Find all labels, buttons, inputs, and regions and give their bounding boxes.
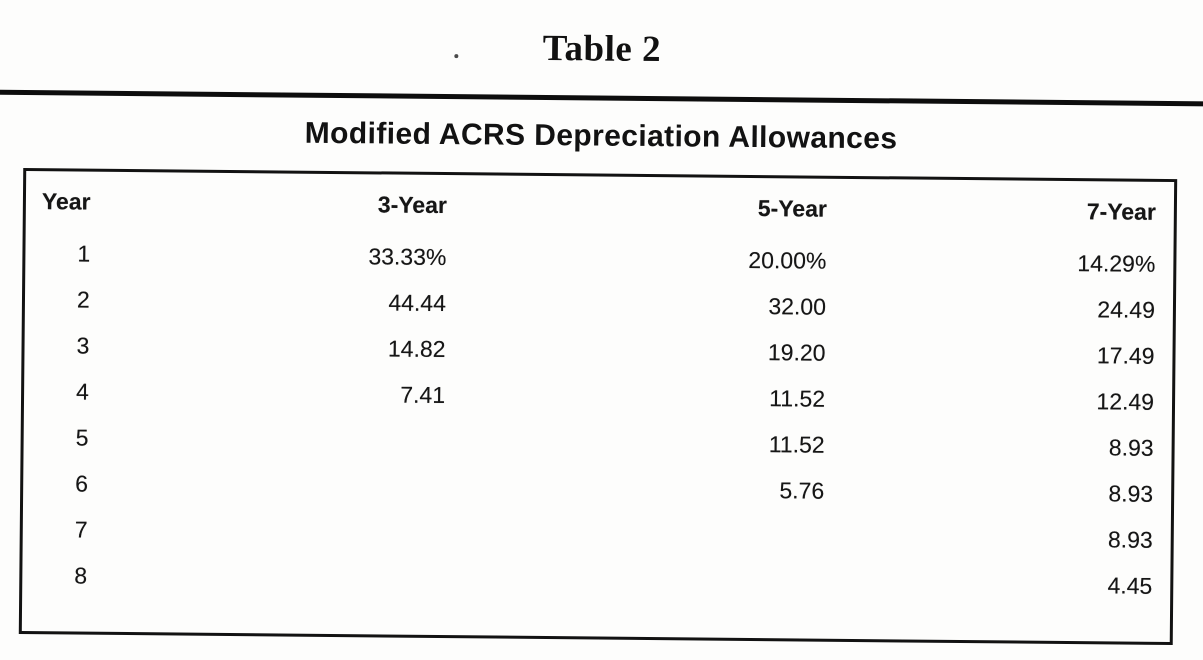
year-cell: 1 [77,240,91,267]
table-body: 1 33.33% 20.00% 14.29% 2 44.44 32.00 24.49 3 14.8… [22,219,1174,609]
value-cell: 20.00% [748,246,827,274]
value-cell: 17.49 [1096,342,1155,369]
table-label: Table 2 [542,27,662,71]
column-header-5-year: 5-Year [757,195,828,222]
column-header-year: Year [41,188,91,215]
value-cell [208,508,458,556]
column-header-7-year: 7-Year [1086,198,1157,225]
value-cell: 14.29% [1077,250,1156,277]
scan-speck [454,54,459,59]
value-cell: 11.52 [768,431,825,458]
value-cell [458,510,838,560]
value-cell: 19.20 [767,339,826,366]
table-title: Modified ACRS Depreciation Allowances [304,116,898,156]
value-cell: 14.82 [387,335,446,363]
value-cell: 8.93 [1108,434,1154,461]
year-cell: 4 [75,378,90,405]
year-cell: 3 [76,332,90,359]
value-cell: 32.00 [768,293,827,320]
value-cell: 33.33% [368,243,447,271]
horizontal-rule [0,89,1203,107]
value-cell: 44.44 [388,289,447,317]
column-header-3-year: 3-Year [377,191,448,219]
value-cell: 11.52 [769,385,826,412]
value-cell [208,416,458,464]
value-cell [457,556,837,606]
value-cell [207,554,457,602]
value-cell: 12.49 [1096,388,1155,415]
year-cell: 8 [74,562,88,589]
year-cell: 2 [76,286,90,313]
table-row: 8 4.45 [22,552,1170,609]
depreciation-table: Year 3-Year 5-Year 7-Year 1 33.33% 20.00% 1… [22,171,1174,609]
value-cell: 8.93 [1107,526,1153,553]
year-cell: 7 [74,516,88,543]
value-cell [208,462,458,510]
year-cell: 5 [75,424,89,451]
value-cell: 4.45 [1107,572,1153,599]
year-cell: 6 [75,470,89,497]
value-cell: 8.93 [1108,480,1154,507]
value-cell: 7.41 [400,381,446,409]
depreciation-table-box: Year 3-Year 5-Year 7-Year 1 33.33% 20.00% 1… [18,167,1178,646]
value-cell: 24.49 [1097,296,1156,323]
value-cell: 5.76 [779,477,825,504]
